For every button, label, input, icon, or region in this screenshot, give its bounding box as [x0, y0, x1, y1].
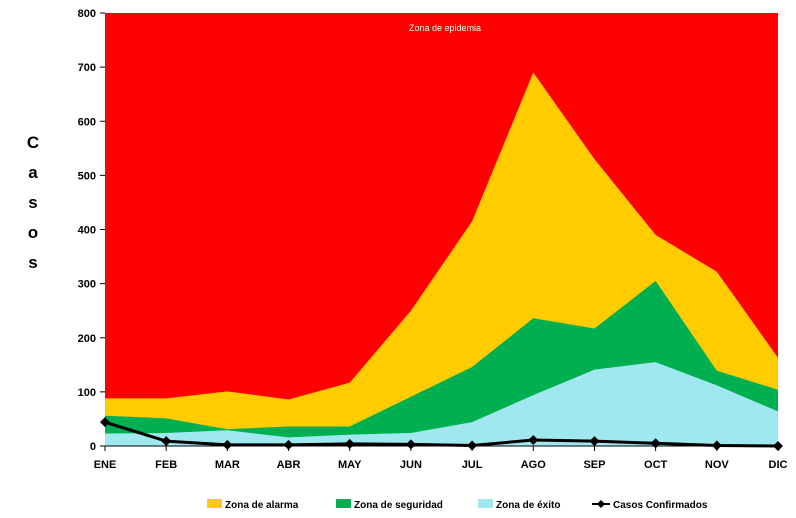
y-tick-label: 300: [78, 279, 96, 291]
y-tick-label: 100: [78, 387, 96, 399]
plot-zones: [105, 13, 778, 446]
x-tick-label: JUL: [462, 459, 483, 471]
zone-epidemia-label: Zona de epidemia: [409, 23, 481, 33]
y-axis-label: Casos: [27, 133, 39, 272]
y-axis-label-letter: o: [28, 223, 38, 242]
x-tick-label: OCT: [644, 459, 668, 471]
x-tick-label: MAR: [215, 459, 240, 471]
legend-label-zona-de-exito: Zona de éxito: [496, 500, 560, 511]
y-tick-label: 200: [78, 333, 96, 345]
data-point-casos-confirmados: [100, 417, 110, 428]
data-point-casos-confirmados: [222, 439, 233, 450]
y-tick-label: 0: [90, 441, 96, 453]
legend-label-zona-de-seguridad: Zona de seguridad: [354, 500, 443, 511]
y-axis-label-letter: a: [28, 163, 38, 182]
x-tick-label: ABR: [277, 459, 301, 471]
y-tick-label: 700: [78, 62, 96, 74]
area-zona-de-exito: [105, 362, 778, 446]
y-tick-label: 500: [78, 170, 96, 182]
legend-swatch-zona-de-alarma: [207, 499, 222, 508]
data-point-casos-confirmados: [650, 438, 661, 449]
y-tick-label: 400: [78, 225, 96, 237]
data-point-casos-confirmados: [405, 439, 416, 450]
y-axis-label-letter: s: [28, 193, 37, 212]
data-point-casos-confirmados: [589, 436, 600, 447]
data-point-casos-confirmados: [467, 440, 478, 451]
data-point-casos-confirmados: [528, 435, 539, 446]
data-point-casos-confirmados: [344, 438, 355, 449]
y-tick-label: 800: [78, 8, 96, 20]
legend-label-zona-de-alarma: Zona de alarma: [225, 500, 299, 511]
legend-swatch-zona-de-exito: [478, 499, 493, 508]
x-tick-label: AGO: [521, 459, 547, 471]
data-point-casos-confirmados: [711, 440, 722, 451]
x-tick-label: MAY: [338, 459, 362, 471]
legend-label-casos-confirmados: Casos Confirmados: [613, 500, 708, 511]
line-casos-confirmados: [104, 420, 779, 448]
x-tick-label: SEP: [583, 459, 605, 471]
x-tick-label: ENE: [94, 459, 117, 471]
x-tick-label: FEB: [155, 459, 177, 471]
x-tick-label: DIC: [769, 459, 788, 471]
data-point-casos-confirmados: [161, 436, 172, 447]
y-axis-label-letter: C: [27, 133, 39, 152]
x-tick-label: JUN: [400, 459, 422, 471]
legend-swatch-zona-de-seguridad: [336, 499, 351, 508]
line-layer: [100, 417, 783, 451]
data-point-casos-confirmados: [283, 439, 294, 450]
x-tick-label: NOV: [705, 459, 730, 471]
data-point-casos-confirmados: [773, 441, 783, 451]
legend: Zona de alarma Zona de seguridad Zona de é…: [207, 499, 708, 511]
y-axis-label-letter: s: [28, 253, 37, 272]
y-tick-label: 600: [78, 116, 96, 128]
legend-marker-casos-confirmados: [597, 500, 605, 508]
